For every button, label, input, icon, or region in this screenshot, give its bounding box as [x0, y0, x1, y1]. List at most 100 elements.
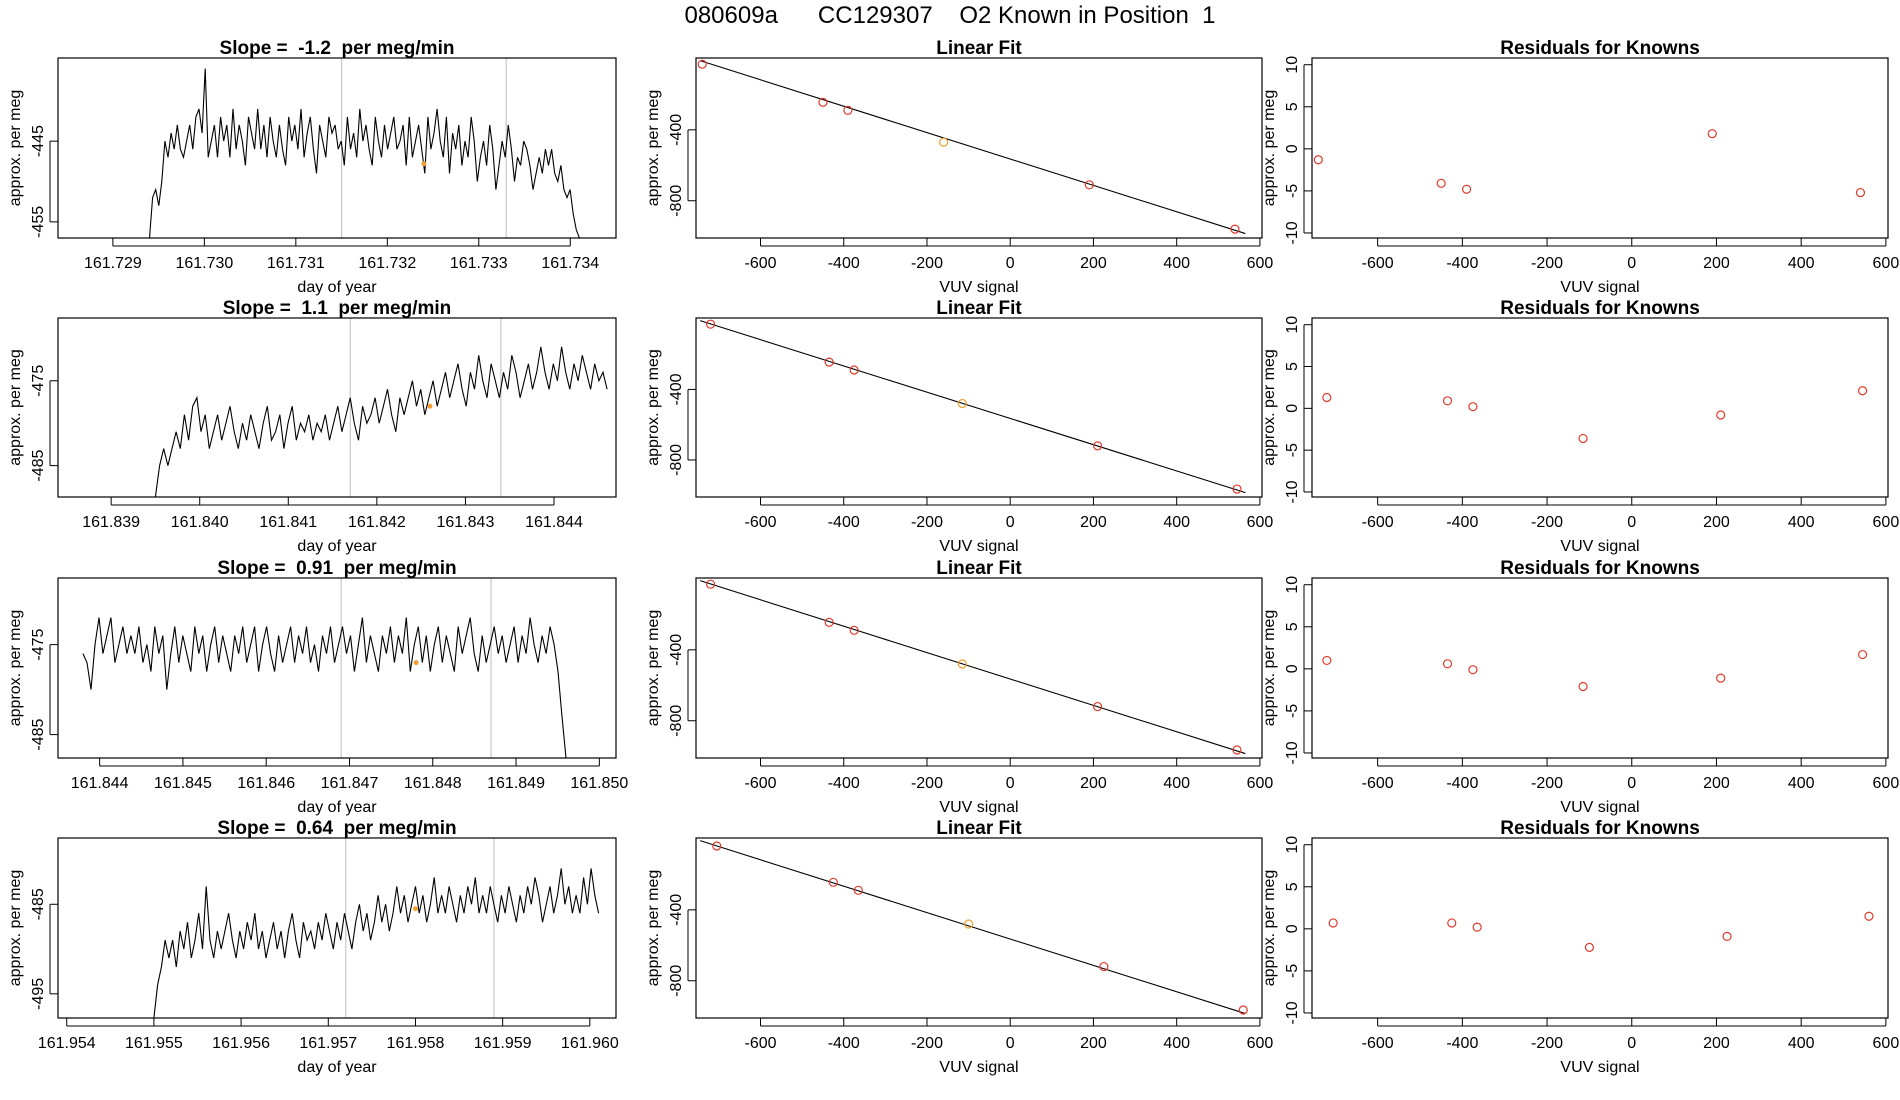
panel-title: Linear Fit — [936, 818, 1022, 839]
x-tick-label: 400 — [1163, 255, 1190, 272]
x-tick-label: 161.729 — [84, 255, 142, 272]
x-tick-label: 200 — [1703, 775, 1730, 792]
y-axis-label: approx. per meg — [645, 870, 662, 987]
x-tick-label: -600 — [744, 1035, 776, 1052]
r1-resid-panel: Residuals for Knowns VUV signal approx. pe… — [1261, 38, 1899, 296]
y-tick-label: 10 — [1284, 836, 1301, 854]
data-point — [697, 59, 707, 69]
y-tick-label: -485 — [30, 888, 47, 920]
y-tick-label: -400 — [668, 634, 685, 666]
y-tick-label: 5 — [1284, 882, 1301, 891]
y-tick-label: -5 — [1284, 964, 1301, 978]
x-tick-label: 161.960 — [561, 1035, 619, 1052]
panel-title: Residuals for Knowns — [1500, 38, 1700, 59]
data-point — [712, 841, 722, 851]
x-tick-label: 161.734 — [541, 255, 599, 272]
data-point — [705, 579, 716, 589]
x-tick-label: 161.959 — [474, 1035, 532, 1052]
x-tick-label: 600 — [1247, 514, 1274, 531]
fit-line — [699, 580, 1246, 755]
x-tick-label: -400 — [828, 514, 860, 531]
data-point — [1707, 129, 1717, 139]
x-axis-label: day of year — [297, 1059, 377, 1076]
x-axis-label: VUV signal — [1560, 538, 1639, 555]
data-point — [1472, 922, 1482, 932]
data-point — [1232, 745, 1242, 755]
fit-line — [699, 840, 1246, 1015]
fit-line — [699, 320, 1246, 494]
data-point — [1099, 961, 1109, 972]
y-tick-label: 10 — [1284, 56, 1301, 74]
highlight-point — [957, 398, 967, 409]
data-point — [1461, 184, 1472, 194]
y-tick-label: 10 — [1284, 576, 1301, 594]
panel-title: Linear Fit — [936, 298, 1022, 319]
y-tick-label: 0 — [1284, 144, 1301, 153]
plot-frame — [57, 837, 617, 1019]
data-point — [1093, 701, 1103, 712]
x-axis-label: VUV signal — [939, 1059, 1018, 1076]
panel-title: Residuals for Knowns — [1500, 558, 1700, 579]
y-tick-label: -485 — [30, 718, 47, 750]
x-tick-label: 0 — [1627, 514, 1636, 531]
x-tick-label: 161.839 — [82, 514, 140, 531]
x-tick-label: -200 — [911, 514, 943, 531]
x-tick-label: 161.845 — [154, 775, 212, 792]
x-tick-label: -200 — [1531, 1035, 1563, 1052]
r2-time-panel: Slope = 1.1 per meg/min day of year approx… — [7, 298, 617, 555]
x-tick-label: 0 — [1627, 775, 1636, 792]
x-axis-label: day of year — [297, 538, 377, 555]
y-tick-label: 5 — [1284, 102, 1301, 111]
x-tick-label: -600 — [744, 514, 776, 531]
x-tick-label: 600 — [1873, 775, 1900, 792]
x-tick-label: 400 — [1163, 514, 1190, 531]
x-tick-label: -200 — [1531, 514, 1563, 531]
x-tick-label: 200 — [1080, 1035, 1107, 1052]
x-tick-label: 400 — [1788, 775, 1815, 792]
y-tick-label: -800 — [668, 965, 685, 997]
x-tick-label: -200 — [911, 775, 943, 792]
y-tick-label: -475 — [30, 365, 47, 397]
panel-title: Residuals for Knowns — [1500, 818, 1700, 839]
plot-area — [699, 319, 1246, 494]
y-axis-label: approx. per meg — [1261, 610, 1278, 727]
x-tick-label: 161.844 — [71, 775, 129, 792]
series-line — [154, 346, 608, 497]
x-tick-label: 161.956 — [212, 1035, 270, 1052]
y-tick-label: -495 — [30, 978, 47, 1010]
x-tick-label: 161.730 — [175, 255, 233, 272]
x-axis-label: day of year — [297, 799, 377, 816]
x-tick-label: 161.733 — [450, 255, 508, 272]
data-point — [1855, 187, 1866, 198]
y-tick-label: -10 — [1284, 480, 1301, 503]
x-tick-label: 200 — [1703, 1035, 1730, 1052]
y-tick-label: -10 — [1284, 1001, 1301, 1024]
plot-area — [154, 346, 608, 497]
r4-resid-panel: Residuals for Knowns VUV signal approx. pe… — [1261, 818, 1899, 1076]
plot-frame — [1311, 837, 1889, 1019]
highlight-point — [421, 161, 427, 167]
x-tick-label: 161.844 — [525, 514, 583, 531]
highlight-point — [413, 660, 419, 666]
plot-area — [699, 840, 1248, 1015]
x-tick-label: 161.732 — [358, 255, 416, 272]
x-tick-label: 0 — [1006, 514, 1015, 531]
y-axis-label: approx. per meg — [645, 349, 662, 466]
data-point — [1322, 655, 1332, 666]
data-point — [1584, 942, 1595, 952]
y-tick-label: -800 — [668, 444, 685, 476]
x-tick-label: -400 — [828, 775, 860, 792]
y-axis-label: approx. per meg — [645, 610, 662, 727]
plot-frame — [1311, 577, 1889, 759]
plot-frame — [695, 577, 1263, 759]
x-tick-label: 600 — [1247, 775, 1274, 792]
x-tick-label: 600 — [1247, 1035, 1274, 1052]
plot-frame — [1311, 57, 1889, 239]
data-point — [828, 877, 838, 887]
x-tick-label: 200 — [1080, 514, 1107, 531]
data-point — [1232, 484, 1242, 494]
y-axis-label: approx. per meg — [1261, 349, 1278, 466]
panel-title: Linear Fit — [936, 38, 1022, 59]
y-tick-label: -475 — [30, 628, 47, 660]
x-tick-label: 400 — [1163, 775, 1190, 792]
